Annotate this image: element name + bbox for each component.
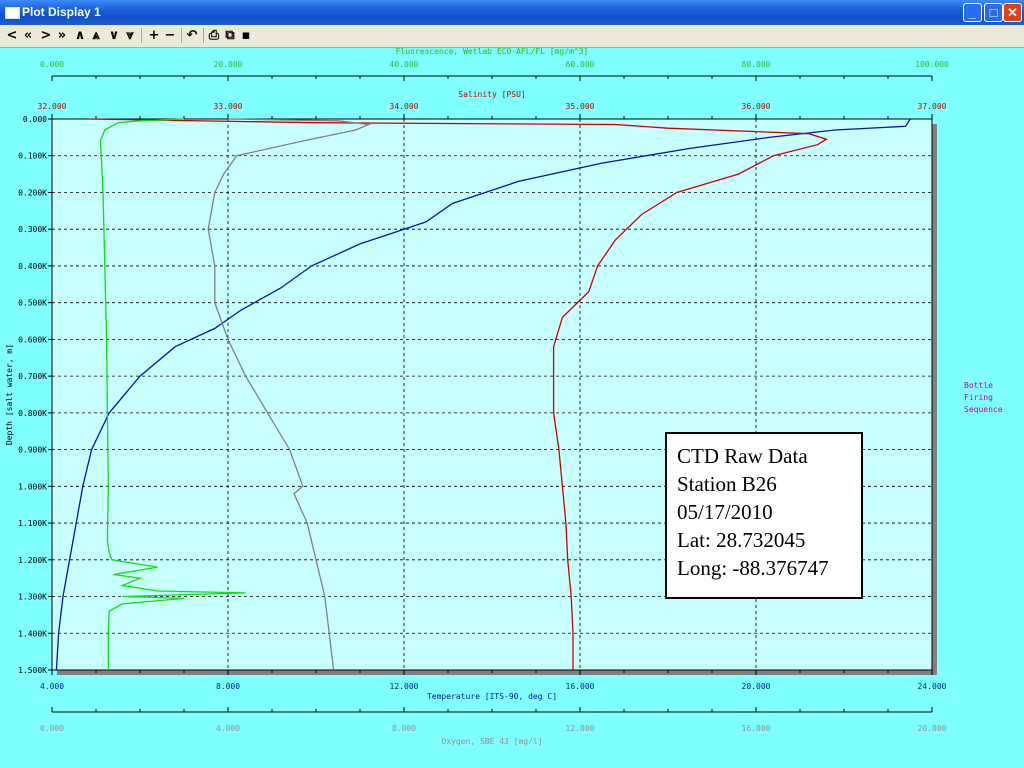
y-tick-label: 1.400K: [18, 629, 47, 638]
scroll-down-fast-button[interactable]: ⩔: [126, 28, 134, 43]
minimize-button[interactable]: _: [963, 3, 982, 22]
series-temperature-line: [55, 119, 911, 671]
note-line: Long: -88.376747: [677, 556, 829, 580]
y-tick-label: 0.000: [23, 115, 47, 124]
toolbar-separator: [141, 28, 142, 43]
series-oxygen-line: [207, 118, 372, 671]
scroll-up-fast-button[interactable]: ⩓: [92, 28, 100, 43]
y-tick-label: 0.300K: [18, 225, 47, 234]
annotation-box: CTD Raw Data Station B26 05/17/2010 Lat:…: [665, 432, 863, 599]
bottle-firing-label: Bottle: [964, 381, 993, 390]
window-titlebar: Plot Display 1 _ □ ✕: [0, 0, 1024, 25]
axis-tick-label: 35.000: [566, 102, 595, 111]
series-salinity-line: [87, 118, 828, 670]
y-tick-label: 0.800K: [18, 409, 47, 418]
y-tick-label: 0.900K: [18, 446, 47, 455]
axis-tick-label: 12.000: [390, 682, 419, 691]
scroll-down-button[interactable]: ∨: [108, 28, 120, 43]
copy-button[interactable]: ⧉: [225, 28, 235, 43]
axis-tick-label: 8.000: [392, 724, 416, 733]
axis-title: Fluorescence, Wetlab ECO-AFL/FL [mg/m^3]: [396, 47, 589, 56]
bottle-firing-label: Firing: [964, 393, 993, 402]
prev-fast-button[interactable]: «: [23, 28, 33, 43]
toolbar: < « > » ∧ ⩓ ∨ ⩔ + − ↶ ⎙ ⧉ ▪: [0, 25, 1024, 48]
axis-title: Temperature [ITS-90, deg C]: [427, 692, 557, 701]
scroll-up-button[interactable]: ∧: [74, 28, 86, 43]
axis-tick-label: 60.000: [566, 60, 595, 69]
axis-title: Oxygen, SBE 43 [mg/l]: [441, 737, 542, 746]
axis-tick-label: 37.000: [918, 102, 947, 111]
window-title: Plot Display 1: [22, 5, 101, 19]
y-tick-label: 1.500K: [18, 666, 47, 675]
axis-tick-label: 80.000: [742, 60, 771, 69]
axis-tick-label: 0.000: [40, 724, 64, 733]
axis-tick-label: 24.000: [918, 682, 947, 691]
axis-tick-label: 8.000: [216, 682, 240, 691]
y-axis-label: Depth [salt water, m]: [5, 344, 14, 445]
axis-tick-label: 32.000: [38, 102, 67, 111]
zoom-out-button[interactable]: −: [164, 28, 176, 43]
y-tick-label: 0.200K: [18, 188, 47, 197]
axis-tick-label: 16.000: [566, 682, 595, 691]
axis-tick-label: 40.000: [390, 60, 419, 69]
note-line: CTD Raw Data: [677, 444, 808, 468]
next-fast-button[interactable]: »: [57, 28, 67, 43]
y-tick-label: 1.300K: [18, 593, 47, 602]
plot-area: 0.000 0.100K 0.200K 0.300K 0.400K 0.500K 0.600…: [5, 47, 1003, 746]
window-icon: [5, 7, 20, 19]
axis-tick-label: 20.000: [742, 682, 771, 691]
axis-tick-label: 0.000: [40, 60, 64, 69]
toolbar-separator: [181, 28, 182, 43]
axis-tick-label: 4.000: [216, 724, 240, 733]
series-fluorescence-line: [99, 118, 246, 670]
close-button[interactable]: ✕: [1003, 3, 1022, 22]
axis-tick-label: 20.000: [918, 724, 947, 733]
y-tick-label: 1.000K: [18, 482, 47, 491]
y-tick-label: 0.700K: [18, 372, 47, 381]
note-line: Station B26: [677, 472, 777, 496]
y-tick-label: 0.500K: [18, 299, 47, 308]
y-tick-label: 0.100K: [18, 152, 47, 161]
axis-title: Salinity [PSU]: [458, 90, 525, 99]
note-line: Lat: 28.732045: [677, 528, 806, 552]
y-tick-label: 0.400K: [18, 262, 47, 271]
axis-tick-label: 100.000: [915, 60, 949, 69]
axis-tick-label: 36.000: [742, 102, 771, 111]
toolbar-separator: [203, 28, 204, 43]
print-button[interactable]: ⎙: [208, 28, 220, 43]
maximize-button[interactable]: □: [984, 3, 1003, 22]
undo-button[interactable]: ↶: [186, 28, 198, 43]
axis-tick-label: 20.000: [214, 60, 243, 69]
axis-tick-label: 16.000: [742, 724, 771, 733]
zoom-in-button[interactable]: +: [148, 28, 160, 43]
y-tick-label: 0.600K: [18, 335, 47, 344]
note-line: 05/17/2010: [677, 500, 773, 524]
y-tick-label: 1.100K: [18, 519, 47, 528]
axis-tick-label: 4.000: [40, 682, 64, 691]
axis-tick-label: 34.000: [390, 102, 419, 111]
y-tick-label: 1.200K: [18, 556, 47, 565]
next-button[interactable]: >: [40, 28, 52, 43]
bottle-firing-label: Sequence: [964, 405, 1003, 414]
save-button[interactable]: ▪: [241, 28, 251, 43]
first-page-button[interactable]: <: [6, 28, 18, 43]
axis-tick-label: 33.000: [214, 102, 243, 111]
axis-tick-label: 12.000: [566, 724, 595, 733]
